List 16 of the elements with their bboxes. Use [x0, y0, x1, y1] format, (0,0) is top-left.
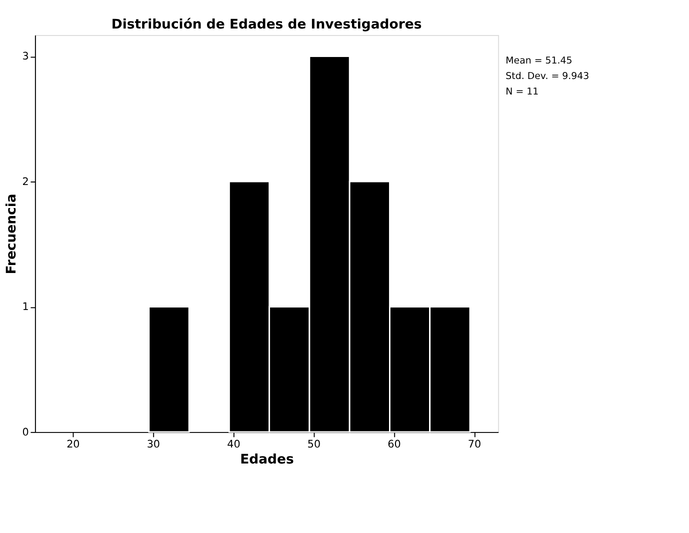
- text: Mean = 51.45: [506, 55, 572, 66]
- chart-title: Distribución de Edades de Investigadores: [111, 17, 422, 32]
- y-tick-label: 1: [22, 301, 29, 314]
- x-tick-label: 40: [227, 438, 240, 451]
- y-tick-label: 0: [22, 426, 29, 438]
- text: N = 11: [506, 86, 539, 98]
- y-tick-label: 2: [22, 176, 29, 188]
- y-tick-label: 3: [22, 50, 29, 63]
- y-axis-title: Frecuencia: [4, 194, 20, 274]
- text: Std. Dev. = 9.943: [506, 70, 590, 82]
- x-tick-label: 30: [146, 438, 160, 451]
- x-tick-label: 50: [307, 438, 321, 451]
- x-axis-title: Edades: [240, 452, 294, 468]
- x-tick-label: 70: [468, 438, 482, 451]
- x-tick-label: 20: [66, 438, 80, 451]
- x-tick-label: 60: [388, 438, 401, 451]
